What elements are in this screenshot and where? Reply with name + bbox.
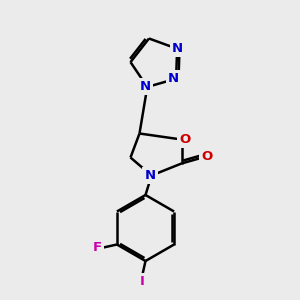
Text: F: F — [93, 241, 102, 254]
Text: N: N — [167, 72, 179, 85]
Text: O: O — [201, 149, 213, 163]
Text: N: N — [144, 169, 156, 182]
Text: N: N — [140, 80, 151, 94]
Text: N: N — [172, 42, 183, 55]
Text: I: I — [140, 274, 145, 288]
Text: O: O — [179, 133, 191, 146]
